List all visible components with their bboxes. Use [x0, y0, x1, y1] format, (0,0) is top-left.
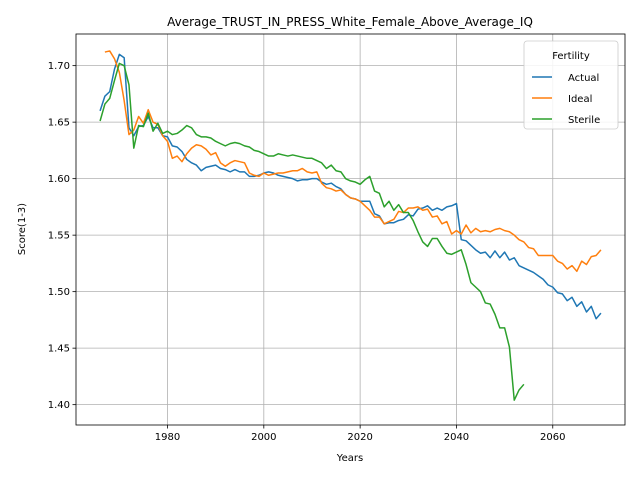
y-axis-label: Score(1-3): [17, 203, 28, 255]
series-lines: [99, 50, 602, 401]
y-axis: 1.40 1.45 1.50 1.55 1.60 1.65 1.70: [48, 61, 76, 411]
y-tick-label: 1.55: [48, 231, 70, 242]
x-axis-label: Years: [336, 453, 363, 464]
legend-box: [523, 40, 619, 130]
x-tick-label: 2000: [251, 432, 276, 443]
x-axis: 1980 2000 2020 2040 2060: [155, 425, 565, 443]
chart-title: Average_TRUST_IN_PRESS_White_Female_Abov…: [167, 15, 533, 29]
x-tick-label: 2040: [444, 432, 469, 443]
y-tick-label: 1.65: [48, 118, 70, 129]
x-tick-label: 1980: [155, 432, 180, 443]
x-tick-label: 2020: [347, 432, 372, 443]
y-tick-label: 1.40: [48, 400, 70, 411]
legend-label-sterile: Sterile: [568, 115, 600, 126]
plot-frame: [75, 33, 626, 426]
y-tick-label: 1.50: [48, 287, 70, 298]
legend-label-ideal: Ideal: [568, 94, 592, 105]
legend-title: Fertility: [552, 51, 590, 62]
x-tick-label: 2060: [540, 432, 565, 443]
y-tick-label: 1.45: [48, 344, 70, 355]
legend-label-actual: Actual: [568, 73, 599, 84]
legend: Fertility Actual Ideal Sterile: [523, 40, 619, 130]
series-line-sterile: [99, 62, 525, 401]
y-tick-label: 1.60: [48, 174, 70, 185]
y-tick-label: 1.70: [48, 61, 70, 72]
series-line-ideal: [104, 50, 602, 273]
